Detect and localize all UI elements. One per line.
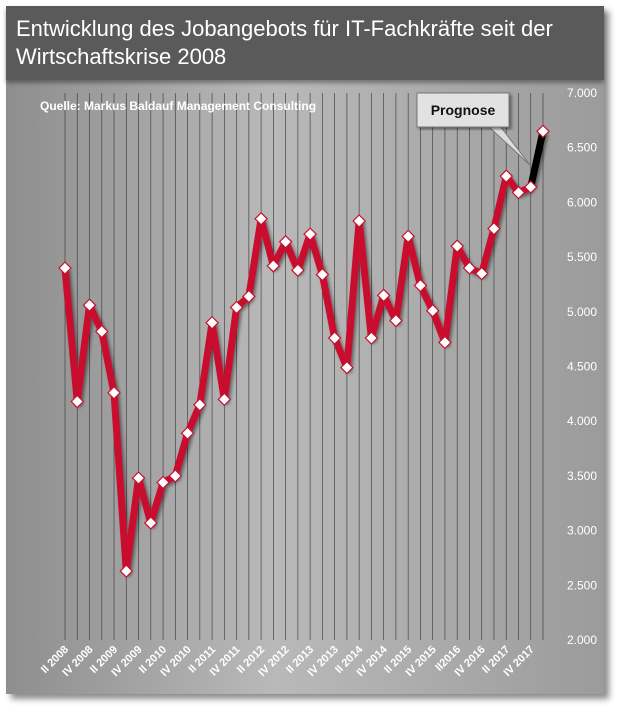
- data-point: [303, 227, 317, 241]
- callout-label: Prognose: [431, 102, 496, 118]
- data-point: [119, 564, 134, 578]
- y-tick-label: 4.000: [567, 414, 597, 428]
- data-point: [82, 298, 97, 313]
- data-point: [413, 278, 428, 293]
- data-point: [266, 259, 281, 273]
- data-point: [450, 239, 465, 254]
- series-markers: [58, 124, 550, 578]
- data-point: [94, 324, 109, 339]
- data-point: [131, 471, 146, 485]
- y-axis: 7.000 6.500 6.000 5.500 5.000 4.500 4.000 3.500…: [567, 86, 597, 647]
- data-point: [205, 315, 219, 330]
- data-point: [217, 392, 232, 407]
- data-point: [474, 266, 489, 281]
- data-point: [70, 394, 85, 409]
- data-point: [487, 221, 501, 236]
- series-line-forecast: [527, 130, 547, 188]
- data-point: [536, 124, 550, 139]
- data-point: [291, 263, 305, 278]
- y-tick-label: 2.500: [567, 578, 597, 592]
- data-point: [523, 180, 538, 194]
- data-point: [315, 267, 330, 282]
- data-point: [425, 303, 440, 318]
- y-tick-label: 2.000: [567, 633, 597, 647]
- data-point: [462, 261, 477, 275]
- chart-title: Entwicklung des Jobangebots für IT-Fachk…: [16, 16, 553, 69]
- data-point: [241, 289, 256, 304]
- y-tick-label: 4.500: [567, 360, 597, 374]
- callout-box: [416, 92, 510, 128]
- data-point: [229, 300, 244, 315]
- y-tick-label: 6.000: [567, 195, 597, 209]
- data-point: [401, 229, 416, 244]
- data-point: [156, 475, 170, 490]
- y-tick-label: 6.500: [567, 141, 597, 155]
- y-tick-label: 5.500: [567, 250, 597, 264]
- source-note: Quelle: Markus Baldauf Management Consul…: [40, 99, 316, 113]
- y-tick-label: 5.000: [567, 305, 597, 319]
- data-point: [389, 313, 403, 328]
- series-line: [61, 130, 547, 575]
- y-tick-label: 7.000: [567, 86, 597, 100]
- data-point: [327, 331, 342, 345]
- data-point: [192, 397, 207, 412]
- data-point: [168, 469, 183, 483]
- data-point: [254, 211, 268, 226]
- data-point: [340, 360, 354, 375]
- data-point: [180, 426, 195, 441]
- grid-lines: [64, 93, 544, 640]
- data-point: [107, 385, 121, 400]
- title-bar: Entwicklung des Jobangebots für IT-Fachk…: [6, 6, 604, 80]
- data-point: [352, 214, 367, 228]
- data-point: [364, 331, 379, 345]
- data-point: [438, 335, 452, 350]
- y-tick-label: 3.500: [567, 469, 597, 483]
- data-point: [58, 261, 72, 275]
- prognose-callout: Prognose: [416, 92, 531, 166]
- data-point: [511, 185, 526, 200]
- data-point: [278, 234, 293, 249]
- data-point: [143, 516, 158, 530]
- data-point: [376, 288, 391, 303]
- y-tick-label: 3.000: [567, 524, 597, 538]
- data-point: [499, 169, 514, 183]
